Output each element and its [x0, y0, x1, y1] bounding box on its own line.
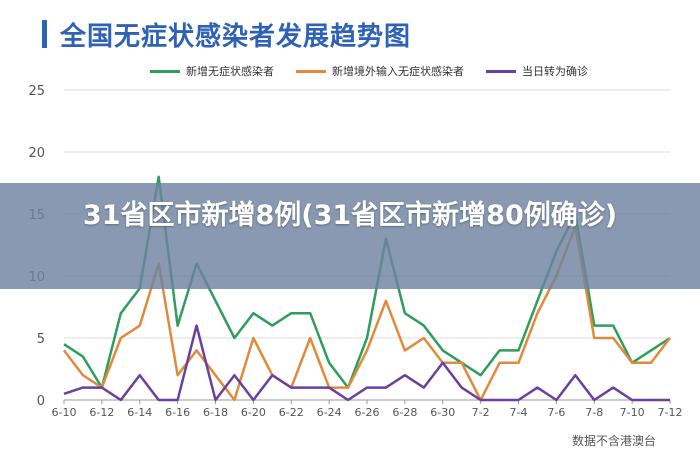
y-tick-label: 25	[28, 84, 45, 99]
x-tick-label: 6-10	[52, 406, 77, 419]
x-tick-label: 7-10	[620, 406, 645, 419]
x-tick-label: 6-22	[279, 406, 304, 419]
legend: 新增无症状感染者 新增境外输入无症状感染者 当日转为确诊	[150, 63, 588, 79]
chart-title: 全国无症状感染者发展趋势图	[60, 22, 412, 52]
x-tick-label: 6-30	[430, 406, 455, 419]
source-note: 数据不含港澳台	[571, 434, 656, 448]
x-tick-label: 6-28	[392, 406, 417, 419]
x-tick-label: 7-4	[510, 406, 528, 419]
x-tick-label: 7-6	[547, 406, 565, 419]
y-tick-label: 20	[28, 146, 45, 161]
y-tick-label: 5	[37, 332, 45, 347]
legend-item-new-asymptomatic: 新增无症状感染者	[150, 63, 274, 79]
headline-banner	[0, 183, 700, 289]
title-accent-bar	[42, 20, 47, 48]
legend-label: 新增无症状感染者	[186, 65, 274, 78]
legend-label: 新增境外输入无症状感染者	[332, 65, 464, 78]
y-tick-label: 0	[37, 394, 45, 409]
x-tick-label: 6-18	[203, 406, 228, 419]
x-tick-label: 7-12	[658, 406, 683, 419]
legend-label: 当日转为确诊	[522, 65, 588, 78]
legend-item-imported-asymptomatic: 新增境外输入无症状感染者	[296, 63, 464, 79]
x-tick-label: 6-26	[355, 406, 380, 419]
x-tick-label: 6-14	[127, 406, 152, 419]
x-tick-label: 6-20	[241, 406, 266, 419]
legend-swatch-green	[150, 69, 180, 73]
legend-swatch-orange	[296, 69, 326, 73]
x-tick-label: 6-24	[317, 406, 342, 419]
legend-item-converted-confirmed: 当日转为确诊	[486, 63, 588, 79]
headline-text: 31省区市新增8例(31省区市新增80例确诊)	[82, 200, 618, 231]
x-tick-label: 6-12	[89, 406, 114, 419]
x-tick-label: 7-2	[472, 406, 490, 419]
legend-swatch-purple	[486, 69, 516, 73]
x-tick-label: 6-16	[165, 406, 190, 419]
x-tick-label: 7-8	[585, 406, 603, 419]
